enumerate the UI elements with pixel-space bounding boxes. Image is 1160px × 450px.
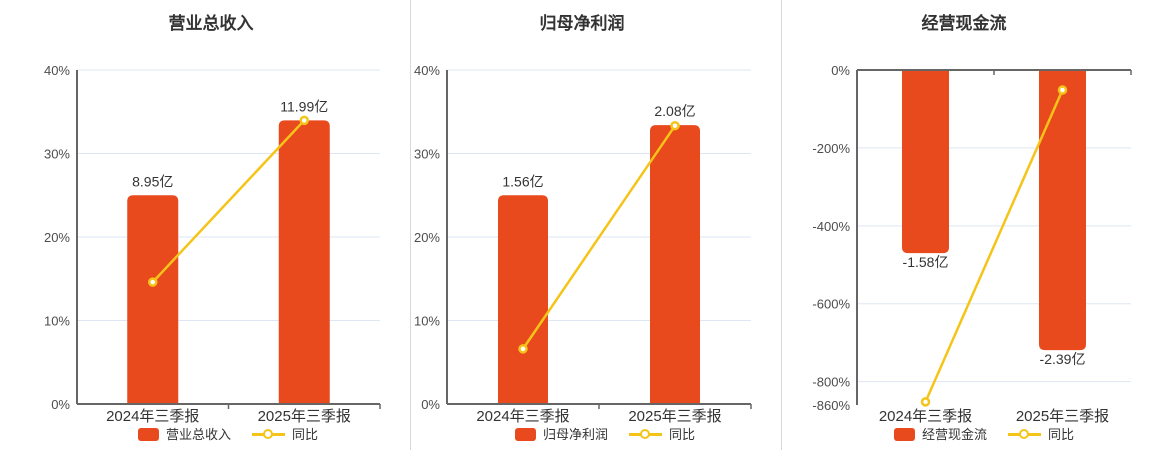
total-revenue-chart-canvas: 40% 30% 20% 10% 0% 2024年三季报 2025年三季报 8.95亿 11.99… xyxy=(44,63,381,425)
y-tick-label: 30% xyxy=(414,147,440,162)
category-label: 2025年三季报 xyxy=(628,408,721,425)
y-tick-label: 40% xyxy=(414,63,440,78)
y-tick-label: 40% xyxy=(44,63,70,78)
panel-net-profit: 归母净利润 40% 30% 20% 10% 0% 2024年三季报 2025年三季报 1.56… xyxy=(410,0,781,450)
legend-bar-label[interactable]: 经营现金流 xyxy=(921,427,987,442)
y-tick-label: 0% xyxy=(421,397,440,412)
chart-title-net-profit: 归母净利润 xyxy=(539,14,625,33)
bar-value-label: 11.99亿 xyxy=(280,98,328,114)
legend-line-marker-icon[interactable] xyxy=(252,428,285,441)
yoy-line xyxy=(151,119,306,283)
y-tick-label: -200% xyxy=(812,141,850,156)
yoy-marker[interactable] xyxy=(518,344,528,354)
legend-line-label[interactable]: 同比 xyxy=(292,427,319,442)
y-tick-label: -400% xyxy=(812,219,850,234)
chart-legend: 经营现金流 同比 xyxy=(893,427,1075,442)
legend-bar-label[interactable]: 营业总收入 xyxy=(165,427,231,442)
bar-2024年三季报[interactable] xyxy=(902,70,949,254)
bar-2025年三季报[interactable] xyxy=(650,125,700,405)
bar-2024年三季报[interactable] xyxy=(127,195,179,404)
bar-2025年三季报[interactable] xyxy=(278,120,330,405)
y-tick-label: 0% xyxy=(831,63,850,78)
chart-title-operating-cashflow: 经营现金流 xyxy=(921,14,1007,33)
chart-title-total-revenue: 营业总收入 xyxy=(168,14,254,33)
legend-line-marker-icon[interactable] xyxy=(1008,428,1041,441)
yoy-line xyxy=(521,124,677,350)
y-tick-label: -860% xyxy=(812,398,850,413)
legend-bar-label[interactable]: 归母净利润 xyxy=(542,427,608,442)
legend-line-label[interactable]: 同比 xyxy=(669,427,696,442)
panel-operating-cashflow: 经营现金流 0% -200% -400% -600% -800% -860% 2024年三季… xyxy=(781,0,1160,450)
category-label: 2024年三季报 xyxy=(879,408,972,425)
yoy-marker[interactable] xyxy=(1057,85,1068,95)
category-label: 2024年三季报 xyxy=(106,408,199,425)
y-tick-label: 30% xyxy=(44,147,70,162)
legend-bar-swatch[interactable] xyxy=(137,428,159,441)
bar-value-label: -2.39亿 xyxy=(1040,351,1086,367)
y-tick-label: -600% xyxy=(812,297,850,312)
chart-legend: 营业总收入 同比 xyxy=(137,427,319,442)
y-tick-label: 10% xyxy=(44,314,70,329)
bar-value-label: 8.95亿 xyxy=(132,173,173,189)
operating-cashflow-chart-canvas: 0% -200% -400% -600% -800% -860% 2024年三季报 2025年… xyxy=(812,63,1132,425)
y-tick-label: 20% xyxy=(414,230,440,245)
yoy-marker[interactable] xyxy=(670,120,680,131)
bar-2024年三季报[interactable] xyxy=(498,195,548,404)
bar-value-label: 1.56亿 xyxy=(502,173,543,189)
y-tick-label: 20% xyxy=(44,230,70,245)
legend-bar-swatch[interactable] xyxy=(893,428,915,441)
bar-value-label: -1.58亿 xyxy=(903,254,949,270)
bar-value-label: 2.08亿 xyxy=(654,103,695,119)
panel-total-revenue: 营业总收入 40% 30% 20% 10% 0% 2024年三季报 2025年三季报 8.95… xyxy=(0,0,410,450)
y-tick-label: 10% xyxy=(414,314,440,329)
category-label: 2024年三季报 xyxy=(476,408,569,425)
yoy-marker[interactable] xyxy=(299,115,309,126)
legend-bar-swatch[interactable] xyxy=(514,428,536,441)
yoy-line xyxy=(924,89,1064,403)
bar-2025年三季报[interactable] xyxy=(1039,70,1086,351)
category-label: 2025年三季报 xyxy=(1016,408,1109,425)
category-label: 2025年三季报 xyxy=(258,408,351,425)
legend-line-label[interactable]: 同比 xyxy=(1048,427,1075,442)
y-tick-label: -800% xyxy=(812,375,850,390)
yoy-marker[interactable] xyxy=(920,397,931,407)
y-tick-label: 0% xyxy=(51,397,70,412)
chart-legend: 归母净利润 同比 xyxy=(514,427,696,442)
yoy-marker[interactable] xyxy=(148,277,158,287)
net-profit-chart-canvas: 40% 30% 20% 10% 0% 2024年三季报 2025年三季报 1.56亿 2.08亿 xyxy=(414,63,752,425)
legend-line-marker-icon[interactable] xyxy=(629,428,662,441)
